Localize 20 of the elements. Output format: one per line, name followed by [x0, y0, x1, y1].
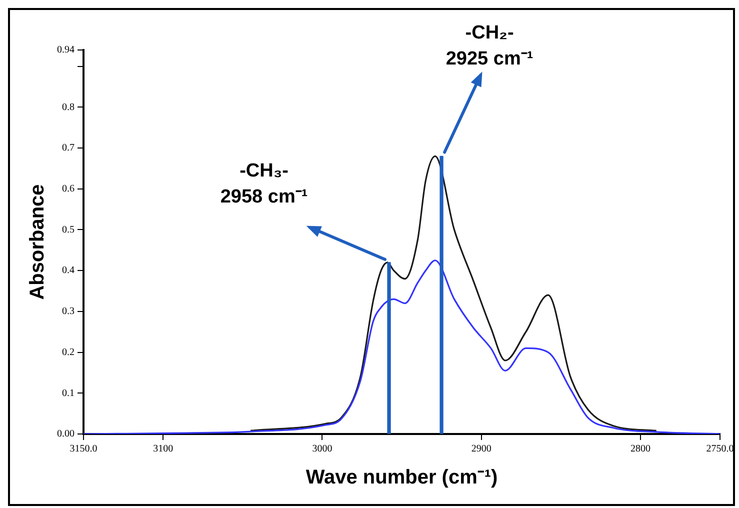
y-tick-label: 0.00: [57, 428, 74, 440]
y-tick-label: 0.7: [62, 142, 74, 154]
x-tick-label: 2750.0: [706, 444, 734, 455]
y-tick-label: 0.8: [62, 102, 74, 113]
x-tick-label: 2900: [471, 444, 492, 455]
y-tick-label: 0.6: [62, 184, 74, 195]
x-tick-label: 3000: [312, 444, 332, 455]
x-axis-title: Wave number (cm⁻¹): [306, 466, 498, 489]
y-tick-label: 0.2: [62, 346, 74, 358]
y-tick-label: 0.94: [57, 44, 74, 56]
x-tick-label: 3150.0: [70, 444, 98, 455]
y-tick-label: 0.4: [62, 265, 74, 276]
annotation: -CH₂- 2925 cm⁻¹: [446, 22, 534, 70]
y-axis-title: Absorbance: [26, 184, 49, 300]
x-tick-label: 2800: [630, 444, 650, 455]
y-tick-label: 0.3: [62, 306, 74, 318]
y-tick-label: 0.1: [62, 388, 74, 399]
y-tick-label: 0.5: [62, 224, 74, 236]
annotation: -CH₃- 2958 cm⁻¹: [220, 160, 308, 208]
x-tick-label: 3100: [153, 444, 174, 455]
